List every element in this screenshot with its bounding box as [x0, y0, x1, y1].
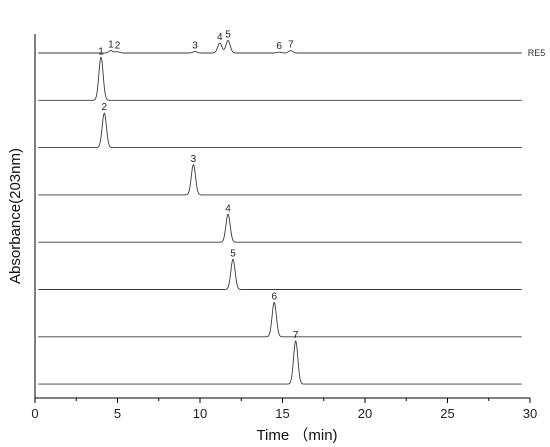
y-axis-title: Absorbance(203nm)	[7, 148, 24, 284]
peak-label-4-1: 3	[191, 154, 197, 165]
peak-label-1-7: 7	[288, 40, 294, 51]
x-tick-label-10: 10	[193, 406, 207, 421]
x-axis-title: Time （min)	[256, 427, 337, 444]
peak-label-8-1: 7	[293, 330, 299, 341]
peak-label-7-1: 6	[272, 291, 278, 302]
trace-4	[38, 164, 522, 196]
x-tick-label-25: 25	[440, 406, 454, 421]
traces-group	[38, 40, 522, 385]
x-tick-label-0: 0	[31, 406, 38, 421]
peak-label-1-3: 3	[192, 41, 198, 52]
peak-label-3-1: 2	[102, 102, 108, 113]
trace-1	[38, 40, 522, 54]
peak-label-2-1: 1	[98, 46, 104, 57]
x-ticks-group: 0 5 10 15 20 25 30	[31, 398, 537, 421]
x-tick-label-20: 20	[358, 406, 372, 421]
trace-7	[38, 301, 522, 338]
trace-2	[38, 56, 522, 101]
peak-label-1-1: 1	[108, 40, 114, 51]
axes-group	[34, 34, 530, 399]
x-tick-label-30: 30	[523, 406, 537, 421]
trace-name-1: RE5	[528, 48, 546, 58]
x-tick-label-15: 15	[275, 406, 289, 421]
peak-label-1-5: 5	[225, 30, 231, 41]
peak-label-6-1: 5	[230, 248, 236, 259]
trace-8	[38, 340, 522, 385]
trace-3	[38, 112, 522, 149]
peak-label-1-4: 4	[217, 32, 223, 43]
x-tick-label-5: 5	[114, 406, 121, 421]
peak-label-1-6: 6	[276, 41, 282, 52]
peak-label-5-1: 4	[225, 203, 231, 214]
peak-label-1-2: 2	[115, 41, 121, 52]
trace-5	[38, 213, 522, 243]
trace-6	[38, 258, 522, 290]
